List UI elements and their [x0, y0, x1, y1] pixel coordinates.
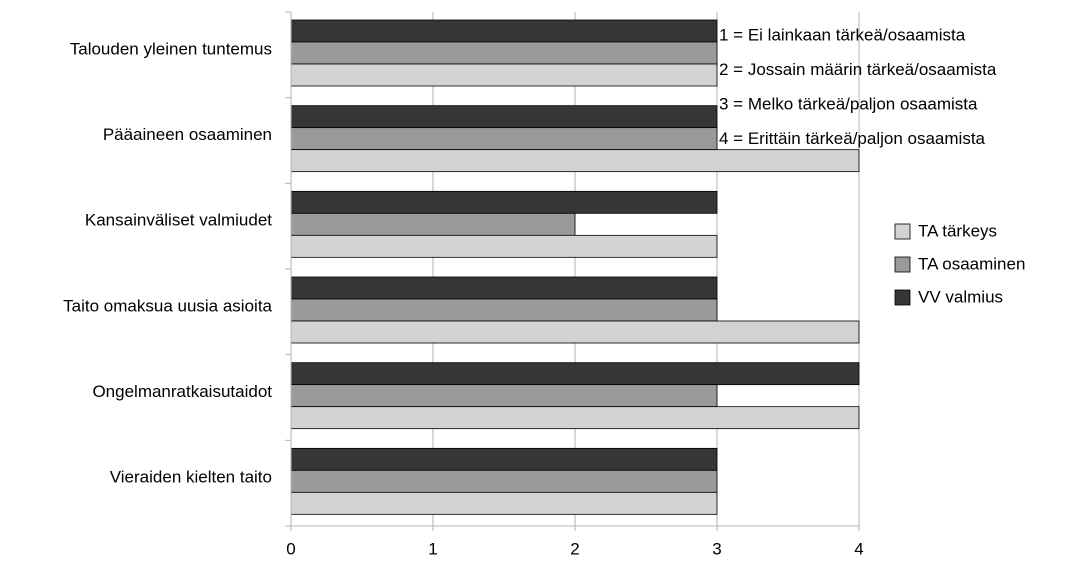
- bar: [290, 276, 718, 300]
- bar: [290, 362, 860, 386]
- scale-note: 2 = Jossain määrin tärkeä/osaamista: [719, 60, 997, 79]
- bar: [290, 491, 718, 515]
- legend-swatch: [894, 223, 911, 240]
- bar: [290, 298, 718, 322]
- category-label: Pääaineen osaaminen: [103, 125, 272, 144]
- category-labels: Talouden yleinen tuntemus Pääaineen osaam…: [63, 39, 272, 486]
- bar: [290, 212, 576, 236]
- bar: [290, 447, 718, 471]
- bar: [290, 63, 718, 87]
- scale-notes: 1 = Ei lainkaan tärkeä/osaamista 2 = Joss…: [719, 25, 997, 148]
- category-label: Talouden yleinen tuntemus: [70, 39, 272, 58]
- bar: [290, 41, 718, 65]
- category-label: Ongelmanratkaisutaidot: [92, 382, 272, 401]
- category-label: Vieraiden kielten taito: [110, 468, 272, 487]
- legend-label: TA tärkeys: [918, 221, 997, 240]
- bar: [290, 190, 718, 214]
- legend-label: VV valmius: [918, 287, 1003, 306]
- bar: [290, 149, 860, 173]
- legend-label: TA osaaminen: [918, 254, 1025, 273]
- x-tick-labels: 0 1 2 3 4: [286, 539, 863, 558]
- legend-swatch: [894, 256, 911, 273]
- bars: [290, 19, 860, 515]
- category-label: Kansainväliset valmiudet: [85, 211, 272, 230]
- bar: [290, 320, 860, 344]
- scale-note: 4 = Erittäin tärkeä/paljon osaamista: [719, 129, 986, 148]
- category-label: Taito omaksua uusia asioita: [63, 296, 272, 315]
- x-tick-label: 4: [854, 539, 863, 558]
- scale-note: 3 = Melko tärkeä/paljon osaamista: [719, 94, 978, 113]
- bar: [290, 406, 860, 430]
- x-tick-label: 0: [286, 539, 295, 558]
- scale-note: 1 = Ei lainkaan tärkeä/osaamista: [719, 25, 966, 44]
- bar: [290, 469, 718, 493]
- bar: [290, 234, 718, 258]
- x-tick-label: 1: [428, 539, 437, 558]
- bar: [290, 127, 718, 151]
- legend: TA tärkeys TA osaaminen VV valmius: [894, 221, 1025, 306]
- bar: [290, 384, 718, 408]
- legend-swatch: [894, 289, 911, 306]
- x-tick-label: 3: [712, 539, 721, 558]
- bar: [290, 105, 718, 129]
- bar: [290, 19, 718, 43]
- x-tick-label: 2: [570, 539, 579, 558]
- axes: [285, 11, 860, 531]
